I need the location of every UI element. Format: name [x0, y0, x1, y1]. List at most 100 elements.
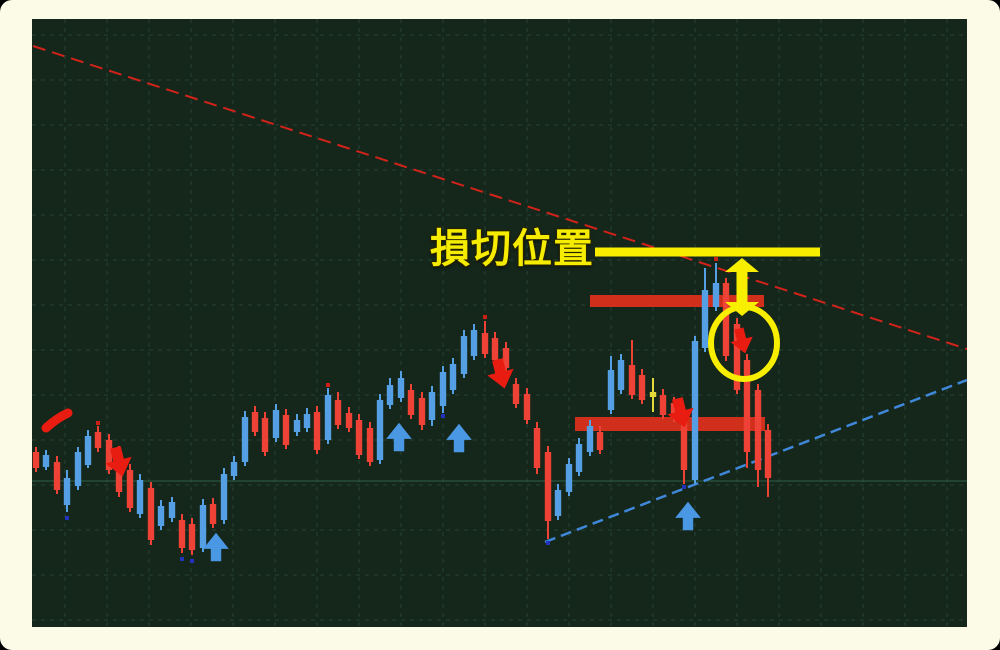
candle-body [617, 360, 625, 390]
candle-body [565, 464, 573, 492]
partial-arrow-swoosh-icon [41, 408, 73, 433]
candle-body [84, 436, 92, 465]
fractal-dot-low [190, 559, 194, 563]
candle-body [722, 283, 730, 356]
candle-body [491, 338, 499, 360]
candle-body [691, 341, 699, 480]
candle-body [554, 490, 562, 516]
candle-body [313, 412, 321, 450]
candle-body [502, 348, 510, 368]
candle-body [366, 428, 374, 462]
fractal-dot-high [483, 315, 487, 319]
candle-body [449, 364, 457, 390]
candle-body [649, 392, 657, 397]
candle-body [533, 428, 541, 468]
fractal-dot-low [180, 557, 184, 561]
candle-body [607, 370, 615, 410]
candle-body [261, 418, 269, 452]
candle-body [470, 330, 478, 356]
stop-loss-line [595, 247, 820, 257]
candle-body [428, 392, 436, 420]
candle-body [680, 418, 688, 470]
candle-body [324, 395, 332, 440]
support-zone-lower [575, 417, 765, 431]
candle-body [386, 385, 394, 405]
fractal-dot-low [65, 516, 69, 520]
fractal-dot-high [714, 257, 718, 261]
candle-body [670, 403, 678, 418]
candle-body [303, 414, 311, 428]
fractal-dot-high [326, 383, 330, 387]
sell-signal-arrow-icon [730, 327, 753, 354]
stop-distance-double-arrow-icon [725, 258, 759, 316]
fractal-dot-low [441, 414, 445, 418]
candle-body [53, 462, 61, 490]
candle-body [418, 398, 426, 425]
candle-body [126, 470, 134, 508]
candle-body [147, 488, 155, 540]
candle-body [230, 462, 238, 476]
candle-body [178, 520, 186, 548]
candle-body [42, 455, 50, 467]
candle-body [136, 480, 144, 514]
fractal-dot-low [546, 541, 550, 545]
candle-body [209, 504, 217, 524]
candle-body [575, 444, 583, 472]
buy-signal-arrow-icon [386, 422, 412, 452]
candle-body [188, 524, 196, 550]
buy-signal-arrow-icon [446, 423, 472, 453]
candle-body [460, 336, 468, 374]
candle-body [659, 395, 667, 415]
buy-signal-arrow-icon [203, 532, 229, 562]
candle-body [199, 505, 207, 548]
candle-body [355, 420, 363, 455]
candle-body [439, 372, 447, 406]
candle-body [32, 452, 40, 468]
candle-body [733, 324, 741, 390]
candlestick-chart [32, 19, 967, 627]
candle-body [272, 410, 280, 438]
candle-body [586, 426, 594, 452]
descending-resistance-line [32, 45, 967, 350]
candle-body [94, 432, 102, 448]
entry-highlight-circle [708, 304, 780, 382]
candle-body [241, 417, 249, 462]
candle-body [407, 390, 415, 415]
candle-body [397, 378, 405, 398]
candle-body [754, 390, 762, 470]
candle-body [345, 413, 353, 428]
buy-signal-arrow-icon [675, 501, 701, 531]
candle-body [544, 452, 552, 521]
sell-signal-arrow-icon [105, 446, 132, 477]
candle-body [523, 394, 531, 420]
chart-canvas[interactable]: 損切位置 [32, 19, 967, 627]
candle-body [481, 333, 489, 354]
sell-signal-arrow-icon [487, 358, 514, 389]
fractal-dot-low [682, 485, 686, 489]
candle-body [63, 478, 71, 505]
candle-body [596, 432, 604, 450]
sell-signal-arrow-icon [667, 397, 694, 428]
candle-body [764, 430, 772, 478]
resistance-zone-upper [590, 295, 764, 307]
candle-body [293, 420, 301, 432]
candle-body [638, 375, 646, 400]
candle-body [282, 415, 290, 445]
fractal-dot-high [96, 421, 100, 425]
candle-body [512, 384, 520, 404]
candle-body [712, 283, 720, 307]
candle-body [376, 400, 384, 460]
candle-body [74, 452, 82, 486]
candle-body [105, 440, 113, 470]
candle-body [157, 506, 165, 526]
candle-body [743, 360, 751, 452]
stop-loss-label: 損切位置 [430, 227, 594, 271]
candle-body [628, 365, 636, 395]
candle-body [220, 474, 228, 520]
candle-body [251, 412, 259, 432]
candle-body [334, 400, 342, 425]
candle-body [701, 290, 709, 348]
candle-body [168, 502, 176, 518]
